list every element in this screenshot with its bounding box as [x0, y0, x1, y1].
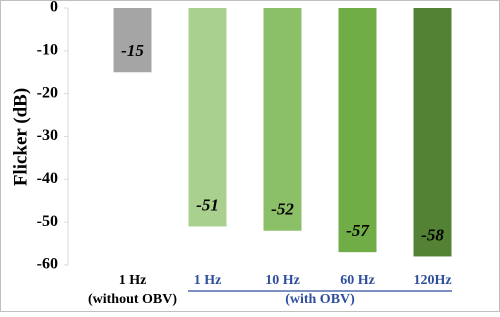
bar [188, 8, 227, 227]
y-tick-label: -60 [37, 256, 58, 273]
bar [113, 8, 152, 73]
y-tick-label: -30 [37, 127, 58, 144]
y-tick-label: 0 [50, 0, 58, 16]
bar [338, 8, 377, 253]
x-tick-label: 1 Hz [194, 273, 222, 288]
x-tick-label: 60 Hz [340, 273, 375, 288]
y-tick-label: -40 [37, 170, 58, 187]
y-axis-label: Flicker (dB) [10, 88, 31, 186]
y-tick-label: -20 [37, 84, 58, 101]
bar [263, 8, 302, 231]
bar [413, 8, 452, 257]
group-label: (with OBV) [285, 292, 355, 307]
value-label: -58 [421, 225, 444, 244]
y-tick-label: -50 [37, 213, 58, 230]
y-tick-label: -10 [37, 42, 58, 59]
x-tick-label: 10 Hz [265, 273, 300, 288]
value-label: -15 [121, 41, 144, 60]
value-label: -51 [196, 195, 219, 214]
group-label: (without OBV) [88, 292, 177, 307]
value-label: -57 [346, 221, 370, 240]
x-tick-label: 1 Hz [119, 273, 147, 288]
value-label: -52 [271, 200, 294, 219]
x-tick-label: 120Hz [413, 273, 451, 288]
